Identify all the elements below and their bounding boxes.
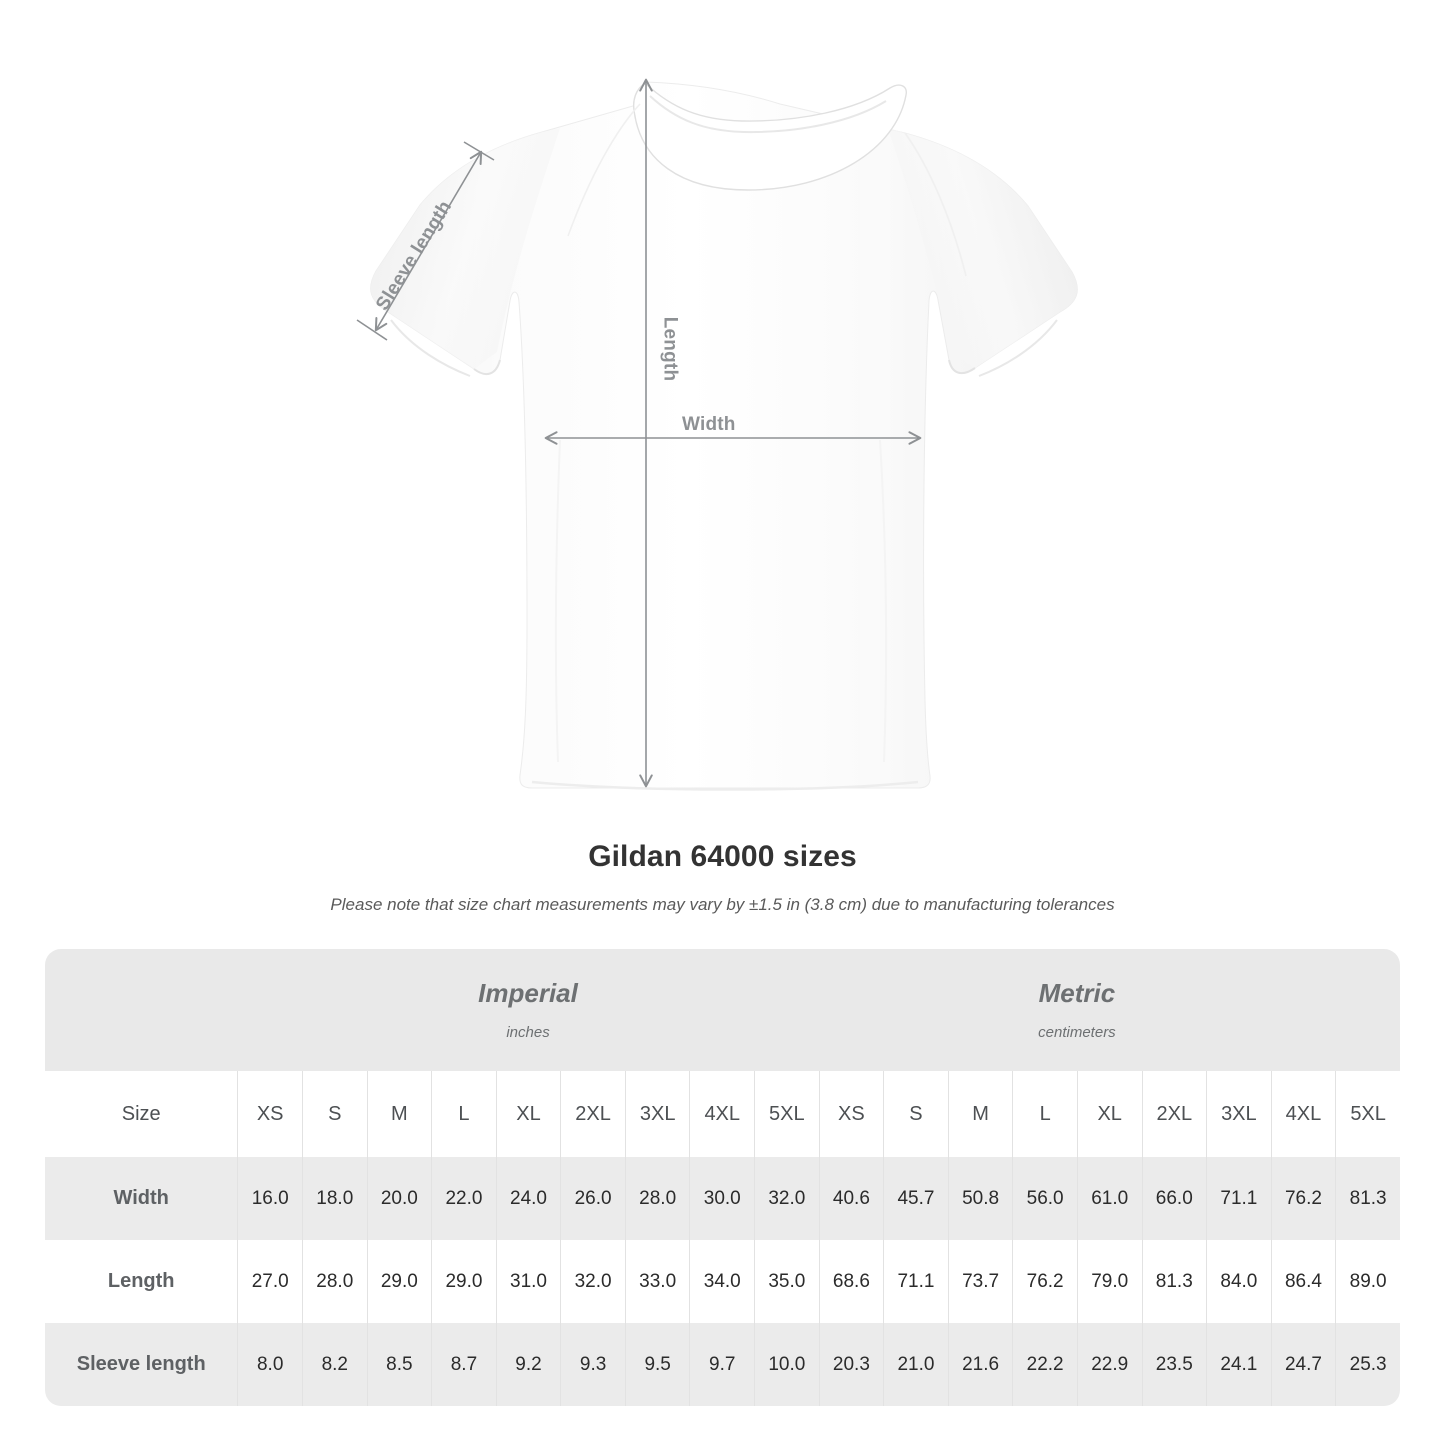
cell-width-metric-2xl: 66.0 bbox=[1141, 1157, 1207, 1240]
cell-sleeve-imperial-4xl: 9.7 bbox=[689, 1323, 755, 1406]
size-col-metric-3xl: 3XL bbox=[1206, 1071, 1271, 1157]
size-col-metric-m: M bbox=[947, 1071, 1013, 1157]
unit-group-metric: Metric centimeters bbox=[818, 949, 1336, 1071]
size-header-row: Size XS S M L XL 2XL 3XL 4XL 5XL XS S M … bbox=[45, 1071, 1400, 1157]
cell-sleeve-imperial-3xl: 9.5 bbox=[624, 1323, 690, 1406]
cell-sleeve-imperial-s: 8.2 bbox=[301, 1323, 367, 1406]
size-col-imperial-xs: XS bbox=[237, 1071, 302, 1157]
cell-length-imperial-m: 29.0 bbox=[366, 1240, 432, 1323]
cell-width-metric-m: 50.8 bbox=[947, 1157, 1013, 1240]
cell-width-imperial-3xl: 28.0 bbox=[624, 1157, 690, 1240]
cell-sleeve-metric-2xl: 23.5 bbox=[1141, 1323, 1207, 1406]
cell-length-metric-5xl: 89.0 bbox=[1335, 1240, 1400, 1323]
unit-sub-metric: centimeters bbox=[1038, 1023, 1116, 1041]
cell-width-metric-l: 56.0 bbox=[1012, 1157, 1077, 1240]
size-col-metric-l: L bbox=[1012, 1071, 1077, 1157]
size-col-imperial-m: M bbox=[366, 1071, 432, 1157]
cell-width-imperial-l: 22.0 bbox=[431, 1157, 496, 1240]
cell-width-metric-s: 45.7 bbox=[883, 1157, 948, 1240]
size-chart-table: Imperial inches Metric centimeters Size … bbox=[45, 949, 1400, 1406]
chart-subtitle: Please note that size chart measurements… bbox=[330, 895, 1115, 914]
tshirt-illustration-svg bbox=[356, 0, 1078, 791]
table-row: Length 27.0 28.0 29.0 29.0 31.0 32.0 33.… bbox=[45, 1240, 1400, 1323]
cell-sleeve-imperial-xs: 8.0 bbox=[237, 1323, 302, 1406]
cell-sleeve-imperial-m: 8.5 bbox=[366, 1323, 432, 1406]
cell-sleeve-metric-xl: 22.9 bbox=[1076, 1323, 1142, 1406]
unit-name-imperial: Imperial bbox=[478, 978, 578, 1009]
cell-sleeve-metric-3xl: 24.1 bbox=[1206, 1323, 1271, 1406]
unit-name-metric: Metric bbox=[1038, 978, 1116, 1009]
size-col-metric-2xl: 2XL bbox=[1141, 1071, 1207, 1157]
size-col-imperial-l: L bbox=[431, 1071, 496, 1157]
cell-width-metric-4xl: 76.2 bbox=[1270, 1157, 1336, 1240]
table-row: Width 16.0 18.0 20.0 22.0 24.0 26.0 28.0… bbox=[45, 1157, 1400, 1240]
row-label-width: Width bbox=[45, 1157, 238, 1240]
cell-length-imperial-5xl: 35.0 bbox=[754, 1240, 819, 1323]
size-col-metric-4xl: 4XL bbox=[1270, 1071, 1336, 1157]
size-col-imperial-xl: XL bbox=[495, 1071, 561, 1157]
size-col-metric-xs: XS bbox=[818, 1071, 884, 1157]
cell-sleeve-metric-5xl: 25.3 bbox=[1335, 1323, 1400, 1406]
cell-length-metric-4xl: 86.4 bbox=[1270, 1240, 1336, 1323]
cell-length-metric-s: 71.1 bbox=[883, 1240, 948, 1323]
cell-sleeve-metric-m: 21.6 bbox=[947, 1323, 1013, 1406]
cell-width-imperial-s: 18.0 bbox=[301, 1157, 367, 1240]
cell-length-imperial-xl: 31.0 bbox=[495, 1240, 561, 1323]
cell-sleeve-imperial-5xl: 10.0 bbox=[754, 1323, 819, 1406]
cell-sleeve-imperial-2xl: 9.3 bbox=[560, 1323, 625, 1406]
width-label: Width bbox=[682, 414, 736, 435]
cell-sleeve-metric-l: 22.2 bbox=[1012, 1323, 1077, 1406]
cell-length-metric-3xl: 84.0 bbox=[1206, 1240, 1271, 1323]
cell-width-imperial-xs: 16.0 bbox=[237, 1157, 302, 1240]
cell-width-imperial-xl: 24.0 bbox=[495, 1157, 561, 1240]
cell-sleeve-imperial-xl: 9.2 bbox=[495, 1323, 561, 1406]
cell-length-metric-xs: 68.6 bbox=[818, 1240, 884, 1323]
size-col-imperial-2xl: 2XL bbox=[560, 1071, 625, 1157]
size-col-metric-xl: XL bbox=[1076, 1071, 1142, 1157]
cell-width-imperial-2xl: 26.0 bbox=[560, 1157, 625, 1240]
cell-length-imperial-s: 28.0 bbox=[301, 1240, 367, 1323]
cell-length-metric-2xl: 81.3 bbox=[1141, 1240, 1207, 1323]
length-label: Length bbox=[659, 316, 681, 382]
table-row: Sleeve length 8.0 8.2 8.5 8.7 9.2 9.3 9.… bbox=[45, 1323, 1400, 1406]
cell-sleeve-metric-xs: 20.3 bbox=[818, 1323, 884, 1406]
unit-sub-imperial: inches bbox=[506, 1023, 550, 1041]
cell-width-metric-xl: 61.0 bbox=[1076, 1157, 1142, 1240]
size-header-label: Size bbox=[45, 1071, 238, 1157]
cell-length-metric-m: 73.7 bbox=[947, 1240, 1013, 1323]
unit-group-imperial: Imperial inches bbox=[237, 949, 819, 1071]
chart-title: Gildan 64000 sizes bbox=[588, 840, 857, 873]
cell-length-metric-xl: 79.0 bbox=[1076, 1240, 1142, 1323]
cell-length-imperial-xs: 27.0 bbox=[237, 1240, 302, 1323]
cell-length-imperial-2xl: 32.0 bbox=[560, 1240, 625, 1323]
cell-width-imperial-m: 20.0 bbox=[366, 1157, 432, 1240]
cell-width-imperial-5xl: 32.0 bbox=[754, 1157, 819, 1240]
cell-length-imperial-3xl: 33.0 bbox=[624, 1240, 690, 1323]
cell-width-metric-3xl: 71.1 bbox=[1206, 1157, 1271, 1240]
unit-band-end bbox=[1335, 949, 1400, 1071]
cell-width-metric-5xl: 81.3 bbox=[1335, 1157, 1400, 1240]
size-table-container: Imperial inches Metric centimeters Size … bbox=[45, 949, 1400, 1406]
cell-sleeve-imperial-l: 8.7 bbox=[431, 1323, 496, 1406]
cell-length-imperial-l: 29.0 bbox=[431, 1240, 496, 1323]
cell-sleeve-metric-4xl: 24.7 bbox=[1270, 1323, 1336, 1406]
size-col-imperial-4xl: 4XL bbox=[689, 1071, 755, 1157]
row-label-sleeve-length: Sleeve length bbox=[45, 1323, 238, 1406]
cell-width-metric-xs: 40.6 bbox=[818, 1157, 884, 1240]
cell-length-imperial-4xl: 34.0 bbox=[689, 1240, 755, 1323]
tshirt-diagram: Sleeve length Length Width bbox=[356, 0, 1078, 791]
cell-width-imperial-4xl: 30.0 bbox=[689, 1157, 755, 1240]
unit-band-spacer bbox=[45, 949, 238, 1071]
size-col-imperial-3xl: 3XL bbox=[624, 1071, 690, 1157]
size-col-metric-5xl: 5XL bbox=[1335, 1071, 1400, 1157]
unit-header-row: Imperial inches Metric centimeters bbox=[45, 949, 1400, 1071]
size-col-imperial-5xl: 5XL bbox=[754, 1071, 819, 1157]
cell-sleeve-metric-s: 21.0 bbox=[883, 1323, 948, 1406]
sleeve-length-dimension-arrow bbox=[356, 141, 495, 341]
row-label-length: Length bbox=[45, 1240, 238, 1323]
size-col-imperial-s: S bbox=[301, 1071, 367, 1157]
size-col-metric-s: S bbox=[883, 1071, 948, 1157]
cell-length-metric-l: 76.2 bbox=[1012, 1240, 1077, 1323]
